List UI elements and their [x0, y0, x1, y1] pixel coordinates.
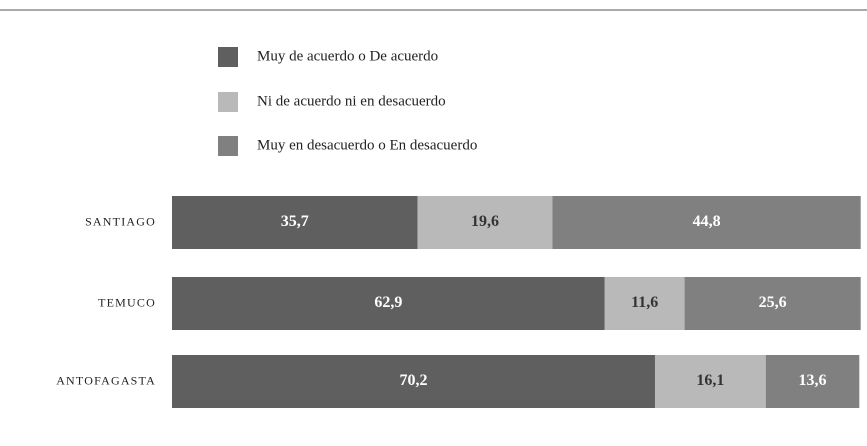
bar-segment [172, 355, 655, 408]
value-label: 62,9 [374, 294, 402, 311]
value-label: 13,6 [799, 372, 827, 389]
legend-label: Muy de acuerdo o De acuerdo [257, 48, 438, 64]
category-label: ANTOFAGASTA [56, 373, 156, 387]
bar-segment [765, 355, 860, 408]
bar-segment [552, 196, 861, 249]
value-label: 16,1 [696, 372, 724, 389]
value-label: 11,6 [631, 294, 658, 311]
value-label: 25,6 [759, 294, 787, 311]
legend-label: Ni de acuerdo ni en desacuerdo [257, 93, 446, 109]
legend-swatch [218, 136, 238, 156]
bar-segment [172, 196, 418, 249]
bar-segment [604, 277, 685, 330]
legend-label: Muy en desacuerdo o En desacuerdo [257, 137, 477, 153]
value-label: 70,2 [399, 372, 427, 389]
value-label: 35,7 [281, 213, 309, 230]
value-label: 44,8 [693, 213, 721, 230]
category-label: TEMUCO [98, 295, 156, 309]
category-label: SANTIAGO [85, 214, 156, 228]
bar-segment [172, 277, 605, 330]
bar-segment [417, 196, 553, 249]
legend-swatch [218, 47, 238, 67]
bar-segment [654, 355, 766, 408]
value-label: 19,6 [471, 213, 499, 230]
legend-swatch [218, 92, 238, 112]
bar-segment [684, 277, 861, 330]
